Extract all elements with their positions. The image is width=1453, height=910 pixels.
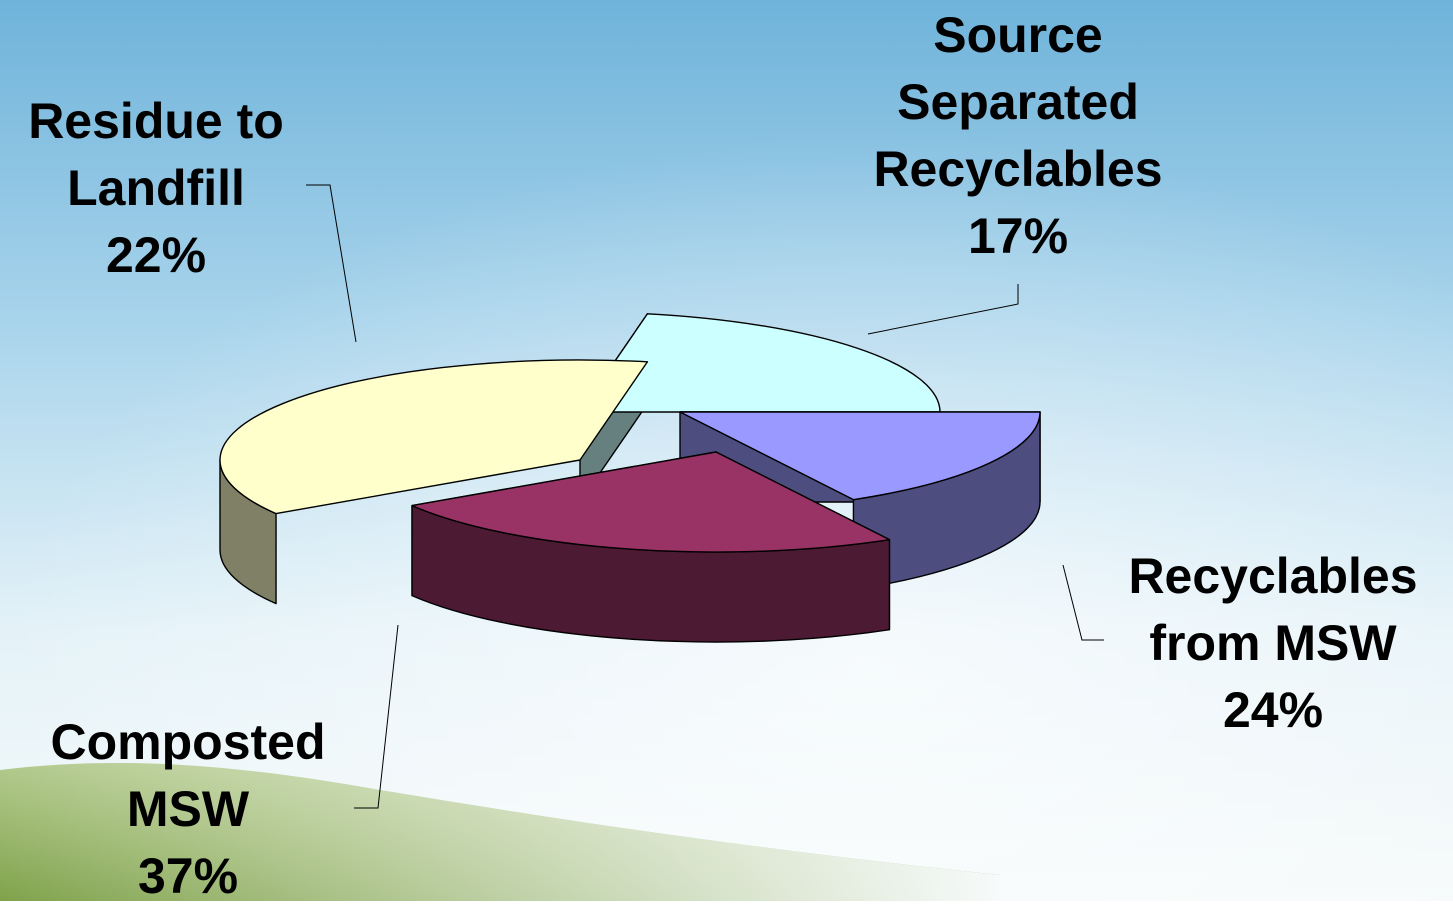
slice-label-text: Landfill <box>67 160 245 216</box>
slice-label-text: Recyclables <box>873 141 1163 197</box>
slice-compost-top <box>219 359 649 515</box>
slice-label-text: Residue to <box>28 93 284 149</box>
slice-recmsw-top <box>411 451 891 553</box>
slice-label-text: from MSW <box>1149 615 1397 671</box>
slice-label-source: Source Separated Recyclables 17% <box>818 2 1218 270</box>
slice-source-top <box>679 411 1041 501</box>
pie-slices <box>219 313 1041 643</box>
leader-line-compost <box>354 624 399 809</box>
leader-line-residue <box>306 184 357 343</box>
slice-source <box>679 411 1041 591</box>
slice-label-text: Recyclables <box>1128 548 1418 604</box>
slice-recmsw <box>411 451 891 643</box>
slice-compost <box>219 359 649 605</box>
slice-percent-label: 37% <box>137 848 239 904</box>
slice-percent-label: 22% <box>105 227 207 283</box>
slice-label-text: MSW <box>126 781 250 837</box>
slice-label-text: Separated <box>897 74 1139 130</box>
slice-label-recmsw: Recyclables from MSW 24% <box>1073 543 1453 744</box>
leader-lines <box>306 184 1104 809</box>
slice-percent-label: 17% <box>967 208 1069 264</box>
leader-line-recmsw <box>1062 564 1104 641</box>
slice-label-compost: Composted MSW 37% <box>0 709 388 910</box>
slice-label-residue: Residue to Landfill 22% <box>0 88 356 289</box>
slice-residue-top <box>579 313 941 413</box>
leader-line-source <box>867 284 1019 335</box>
slice-label-text: Source <box>933 7 1103 63</box>
slice-percent-label: 24% <box>1222 682 1324 738</box>
slice-label-text: Composted <box>50 714 326 770</box>
